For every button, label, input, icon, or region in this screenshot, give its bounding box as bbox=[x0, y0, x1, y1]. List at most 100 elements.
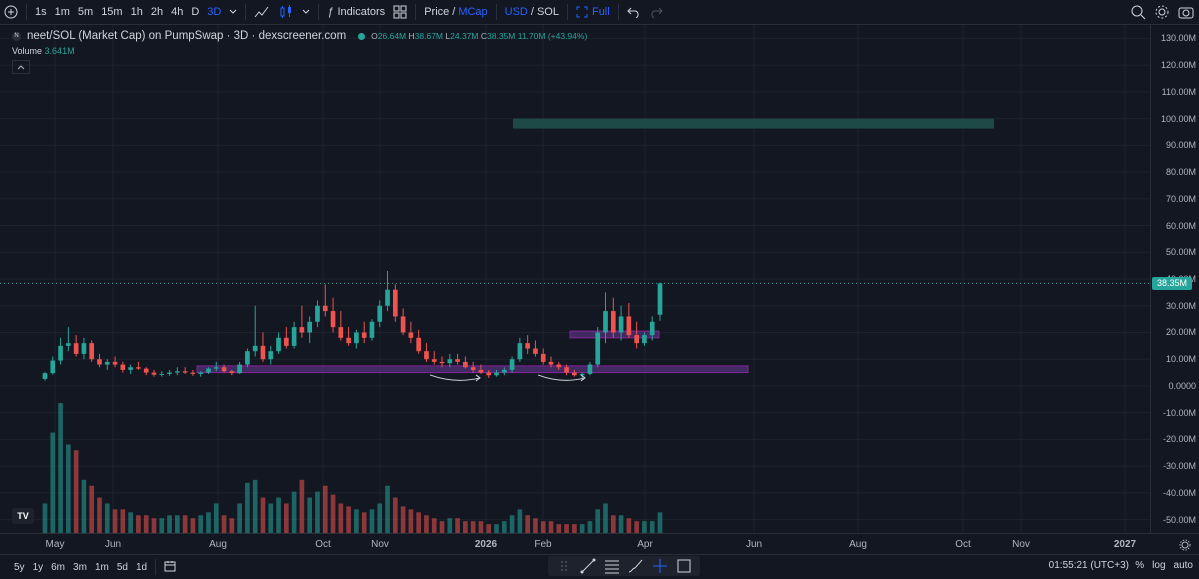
candle-body bbox=[221, 367, 227, 372]
usd-sol-toggle[interactable]: USD / SOL bbox=[501, 0, 563, 24]
last-price-tag: 38.35M bbox=[1152, 276, 1192, 290]
volume-bar bbox=[385, 485, 390, 533]
volume-bar bbox=[463, 521, 468, 533]
volume-bar bbox=[634, 521, 639, 533]
volume-bar bbox=[151, 518, 157, 533]
time-axis[interactable]: May Jun Aug Oct Nov 2026 Feb Apr Jun Aug Oct Nov 202… bbox=[0, 533, 1199, 554]
candle-body bbox=[307, 321, 313, 333]
trend-line-tool[interactable] bbox=[578, 557, 598, 575]
volume-bar bbox=[657, 512, 663, 533]
volume-bar bbox=[307, 497, 313, 533]
collapse-legend-button[interactable] bbox=[12, 60, 30, 74]
brush-tool[interactable] bbox=[626, 557, 646, 575]
range-1d[interactable]: 1d bbox=[135, 561, 148, 573]
interval-3d[interactable]: 3D bbox=[207, 6, 222, 18]
candle-body bbox=[392, 289, 398, 317]
volume-bar bbox=[354, 509, 359, 533]
drawing-tools bbox=[548, 556, 700, 576]
slash-separator: / bbox=[452, 6, 456, 18]
volume-legend: Volume 3.641M bbox=[12, 46, 75, 56]
candle-body bbox=[642, 335, 647, 344]
settings-button[interactable] bbox=[1153, 3, 1171, 21]
candle-body bbox=[400, 316, 406, 333]
price-mcap-toggle[interactable]: Price / MCap bbox=[420, 0, 491, 24]
search-icon bbox=[1131, 5, 1146, 20]
search-settings-button[interactable] bbox=[1129, 3, 1147, 21]
volume-bar bbox=[136, 515, 141, 533]
interval-2h[interactable]: 2h bbox=[150, 6, 164, 18]
price-axis-label: 70.00M bbox=[1165, 193, 1196, 204]
candle-body bbox=[315, 305, 320, 322]
volume-bar bbox=[81, 479, 87, 533]
chart-pane[interactable] bbox=[0, 25, 1150, 533]
candle-body bbox=[89, 343, 95, 360]
interval-4h[interactable]: 4h bbox=[171, 6, 184, 18]
interval-dropdown[interactable] bbox=[225, 0, 241, 24]
volume-bar bbox=[455, 518, 460, 533]
chart-legend: N neet/SOL (Market Cap) on PumpSwap · 3D… bbox=[12, 30, 587, 42]
fib-tool[interactable] bbox=[602, 557, 622, 575]
percent-toggle[interactable]: % bbox=[1135, 560, 1145, 571]
volume-bar bbox=[73, 450, 79, 533]
goto-date-picker[interactable] bbox=[160, 560, 180, 575]
volume-bar bbox=[595, 509, 601, 533]
range-1y[interactable]: 1y bbox=[32, 561, 44, 573]
drag-handle-icon[interactable] bbox=[554, 557, 574, 575]
candles-icon bbox=[280, 5, 292, 18]
chevron-down-icon bbox=[230, 9, 237, 14]
volume-bar bbox=[338, 503, 344, 533]
goto-date-button[interactable] bbox=[1179, 538, 1191, 556]
add-symbol-button[interactable] bbox=[0, 0, 22, 24]
symbol-icon: N bbox=[12, 31, 21, 41]
chart-type-dropdown[interactable] bbox=[298, 0, 314, 24]
volume-bar bbox=[439, 521, 445, 533]
redo-button[interactable] bbox=[645, 0, 667, 24]
layouts-button[interactable] bbox=[389, 0, 411, 24]
candle-body bbox=[50, 360, 56, 374]
tradingview-logo[interactable]: TV bbox=[12, 508, 34, 524]
range-5y[interactable]: 5y bbox=[14, 561, 25, 573]
volume-bar bbox=[579, 524, 585, 533]
candle-body bbox=[81, 343, 87, 354]
candle-body bbox=[408, 332, 414, 338]
candle-body bbox=[369, 321, 375, 338]
screenshot-button[interactable] bbox=[1177, 3, 1195, 21]
range-3m[interactable]: 3m bbox=[73, 561, 87, 573]
volume-bar bbox=[89, 485, 95, 533]
brush-icon bbox=[628, 559, 643, 573]
interval-1m[interactable]: 1m bbox=[54, 6, 70, 18]
clock[interactable]: 01:55:21 (UTC+3) bbox=[1048, 560, 1129, 571]
full-button[interactable]: Full bbox=[572, 0, 614, 24]
chart-type-candle-button[interactable] bbox=[274, 0, 298, 24]
interval-d[interactable]: D bbox=[191, 6, 200, 18]
range-6m[interactable]: 6m bbox=[51, 561, 66, 573]
mcap-label: MCap bbox=[458, 6, 488, 18]
indicators-button[interactable]: ƒ Indicators bbox=[323, 0, 389, 24]
candle-body bbox=[416, 337, 422, 352]
annotation-arrow bbox=[537, 374, 586, 381]
auto-toggle[interactable]: auto bbox=[1173, 560, 1193, 571]
volume-bar bbox=[626, 518, 632, 533]
chart-type-line-button[interactable] bbox=[250, 0, 274, 24]
interval-15m[interactable]: 15m bbox=[101, 6, 123, 18]
sol-label: SOL bbox=[536, 6, 559, 18]
measure-tool[interactable] bbox=[674, 557, 694, 575]
undo-button[interactable] bbox=[623, 0, 645, 24]
range-1m[interactable]: 1m bbox=[94, 561, 109, 573]
range-5d[interactable]: 5d bbox=[116, 561, 128, 573]
price-chart[interactable] bbox=[0, 25, 1150, 533]
price-label: Price bbox=[424, 6, 450, 18]
candle-body bbox=[213, 367, 219, 369]
interval-1h[interactable]: 1h bbox=[130, 6, 143, 18]
fibonacci-icon bbox=[605, 560, 619, 574]
log-toggle[interactable]: log bbox=[1152, 560, 1166, 571]
top-toolbar: 1s 1m 5m 15m 1h 2h 4h D 3D ƒ Indicators … bbox=[0, 0, 1199, 25]
interval-5m[interactable]: 5m bbox=[77, 6, 94, 18]
time-axis-label: Apr bbox=[637, 539, 653, 550]
settings-icon bbox=[1179, 539, 1191, 551]
volume-bar bbox=[299, 479, 305, 533]
interval-1s[interactable]: 1s bbox=[35, 6, 47, 18]
volume-bar bbox=[330, 494, 336, 533]
crosshair-tool[interactable] bbox=[650, 557, 670, 575]
volume-bar bbox=[494, 524, 499, 533]
